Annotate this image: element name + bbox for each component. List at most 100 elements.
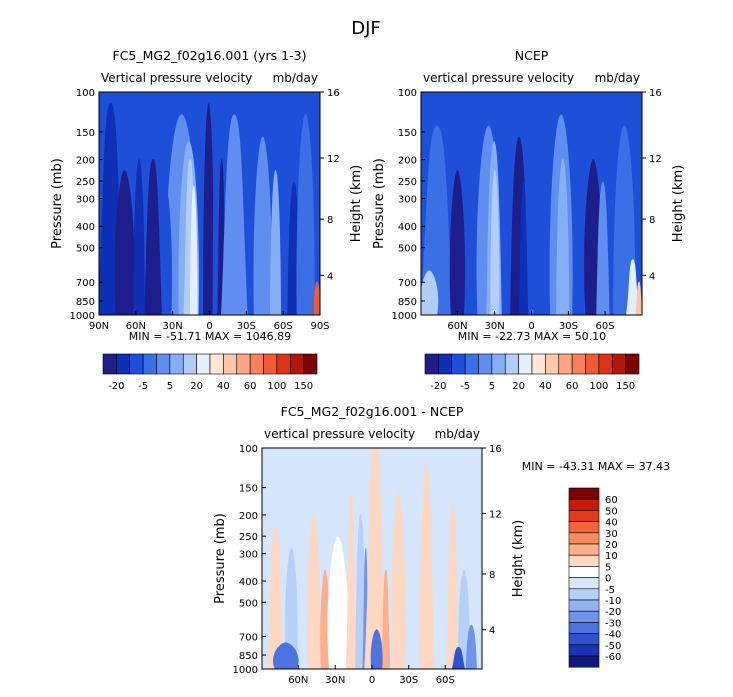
colorbar2-swatch: [424, 353, 439, 375]
panel3-units: mb/day: [435, 427, 480, 441]
panel1-xtick-label: 90N: [89, 321, 109, 332]
colorbar3-swatch: [568, 622, 600, 634]
panel1-contour-band: [161, 192, 172, 315]
panel1-contour-band: [270, 170, 282, 315]
panel3-contour-band: [327, 536, 349, 669]
panel1-height-tick-label: 8: [327, 215, 333, 226]
panel1-contour-band: [144, 158, 162, 315]
panel3-contour-band: [345, 492, 357, 669]
panel1-pressure-label: Pressure (mb): [50, 158, 65, 249]
panel3-contour-band: [284, 547, 298, 669]
panel3-contour-band: [364, 448, 387, 669]
colorbar3-swatch: [568, 655, 600, 668]
colorbar2-label: -5: [460, 381, 470, 392]
colorbar1-swatch: [156, 353, 171, 375]
colorbar3-swatch: [568, 543, 600, 556]
colorbar3-swatch: [568, 644, 600, 657]
panel2-contour-band: [449, 170, 466, 315]
panel1-ytick-label: 100: [76, 88, 95, 99]
panel1-ytick-label: 200: [76, 156, 95, 167]
panel1-ytick-label: 300: [76, 195, 95, 206]
panel2-xtick-label: 0: [528, 321, 534, 332]
panel3-contour-band: [381, 569, 391, 669]
colorbar3-swatch: [568, 610, 600, 623]
colorbar2-swatch: [451, 353, 466, 375]
panel2-ytick-label: 1000: [392, 311, 417, 322]
panel1-ytick-label: 1000: [70, 311, 95, 322]
colorbar1-swatch: [129, 353, 144, 375]
panel3-height-tick-label: 12: [489, 509, 502, 520]
panel3-contour-band: [370, 629, 383, 669]
panel2-ytick-label: 250: [398, 177, 417, 188]
colorbar3-swatch: [568, 566, 600, 578]
colorbar2-swatch: [464, 353, 479, 375]
panel1-contour-band: [133, 158, 145, 315]
colorbar2-swatch: [558, 353, 573, 375]
panel1-ytick-label: 700: [76, 278, 95, 289]
colorbar3-swatch: [568, 588, 600, 601]
colorbar2-swatch: [598, 353, 613, 375]
panel2-ytick-label: 200: [398, 156, 417, 167]
panel2-height-tick-label: 16: [649, 88, 662, 99]
panel1-xtick-label: 60N: [126, 321, 146, 332]
panel3-ytick-label: 250: [239, 532, 258, 543]
panel2-contour-band: [421, 125, 454, 315]
panel3-ytick-label: 700: [239, 633, 258, 644]
panel1-ytick-label: 250: [76, 177, 95, 188]
colorbar3-label: 20: [605, 540, 618, 551]
panel2-contour-band: [519, 181, 528, 315]
panel3-ytick-label: 500: [239, 598, 258, 609]
colorbar3-swatch: [568, 498, 600, 511]
panel3-pressure-label: Pressure (mb): [213, 513, 228, 604]
panel3-xtick-label: 60S: [436, 675, 455, 686]
panel3-ytick-label: 850: [239, 651, 258, 662]
panel3-contour-band: [307, 514, 321, 669]
colorbar1-label: 5: [167, 381, 173, 392]
colorbar1-swatch: [263, 353, 278, 375]
panel2-ytick-label: 100: [398, 88, 417, 99]
panel2-xtick-label: 60S: [596, 321, 615, 332]
panel2-pressure-label: Pressure (mb): [372, 158, 387, 249]
colorbar3-swatch: [568, 599, 600, 612]
colorbar3-label: -60: [605, 652, 621, 663]
colorbar2-label: 100: [589, 381, 608, 392]
colorbar1-swatch: [249, 353, 264, 375]
panel3-xtick-label: 30N: [325, 675, 345, 686]
colorbar3-label: 0: [605, 574, 611, 585]
panel3-height-tick-label: 8: [489, 570, 495, 581]
panel3-contour-band: [267, 525, 284, 669]
panel1-xtick-label: 60S: [274, 321, 293, 332]
colorbar3-swatch: [568, 510, 600, 522]
panel2-contour-band: [490, 170, 500, 315]
panel2-subtitle: vertical pressure velocity: [423, 71, 574, 85]
panel2-contour-band: [596, 181, 610, 315]
colorbar3-label: -50: [605, 641, 621, 652]
panel3-ytick-label: 100: [239, 444, 258, 455]
colorbar1-label: -20: [108, 381, 124, 392]
colorbar3-label: -10: [605, 596, 621, 607]
colorbar1-swatch: [116, 353, 131, 375]
panel1-field: [99, 92, 320, 315]
panel1-xtick-label: 0: [206, 321, 212, 332]
panel1-xtick-label: 30S: [237, 321, 256, 332]
panel1-contour-band: [203, 103, 215, 315]
colorbar2-swatch: [585, 353, 600, 375]
colorbar2-swatch: [571, 353, 586, 375]
panel3-stats: MIN = -43.31 MAX = 37.43: [522, 460, 670, 473]
panel2-height-tick-label: 8: [649, 215, 655, 226]
colorbar3-swatch: [568, 633, 600, 646]
panel1-units: mb/day: [273, 71, 318, 85]
panel3-title: FC5_MG2_f02g16.001 - NCEP: [281, 404, 464, 419]
panel1-xtick-label: 90S: [310, 321, 329, 332]
colorbar3-label: 40: [605, 518, 618, 529]
panel2-height-tick-label: 4: [649, 271, 655, 282]
colorbar1-label: 40: [217, 381, 230, 392]
panel3-contour-band: [418, 465, 435, 669]
panel2-ytick-label: 400: [398, 222, 417, 233]
colorbar3-swatch: [568, 521, 600, 534]
panel1-height-tick-label: 4: [327, 271, 333, 282]
colorbar3-label: 50: [605, 506, 618, 517]
panel2-stats: MIN = -22.73 MAX = 50.10: [458, 330, 606, 343]
colorbar2-label: 5: [489, 381, 495, 392]
